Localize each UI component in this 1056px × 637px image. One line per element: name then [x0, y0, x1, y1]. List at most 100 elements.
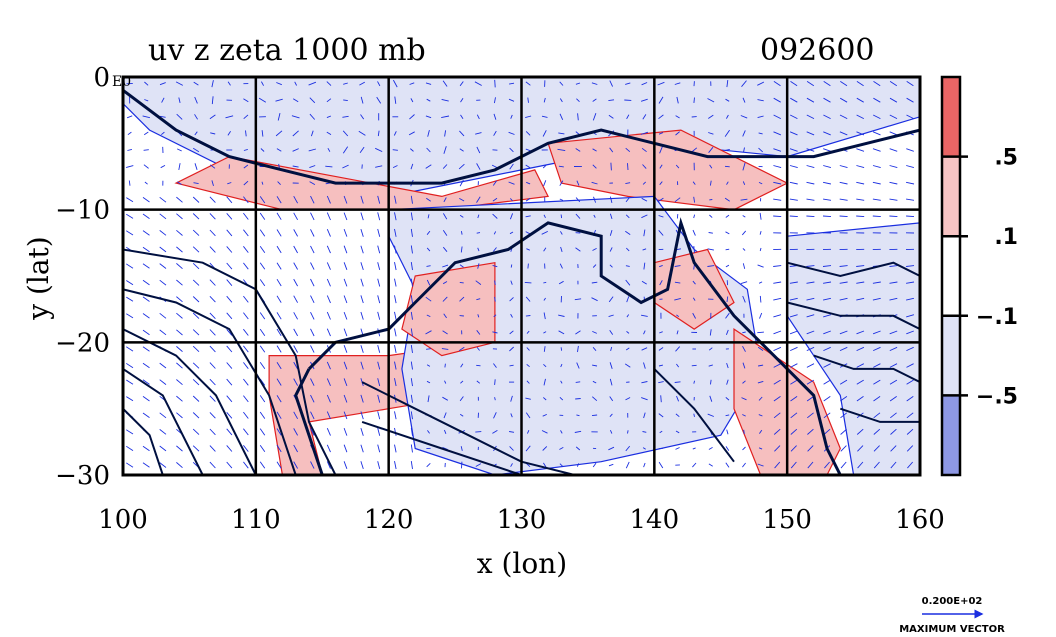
wind-vector	[376, 96, 382, 104]
wind-vector	[360, 361, 364, 370]
wind-vector	[243, 180, 249, 186]
wind-vector	[609, 413, 613, 417]
wind-vector	[508, 181, 515, 185]
wind-vector	[309, 165, 316, 169]
wind-vector	[790, 97, 798, 103]
wind-vector	[360, 394, 364, 403]
wind-vector	[724, 129, 730, 137]
wind-vector	[560, 380, 563, 384]
wind-vector	[360, 461, 364, 470]
x-tick-label: 100	[98, 505, 148, 535]
wind-vector	[889, 330, 898, 335]
wind-vector	[144, 181, 148, 185]
wind-vector	[142, 462, 150, 468]
wind-vector	[159, 445, 167, 452]
wind-vector	[492, 197, 498, 202]
x-tick-label: 140	[630, 505, 680, 535]
wind-vector	[576, 463, 580, 467]
wind-vector	[128, 180, 131, 186]
wind-vector	[326, 229, 331, 237]
wind-vector	[643, 462, 646, 468]
wind-vector	[823, 131, 831, 136]
wind-vector	[176, 329, 183, 336]
wind-vector	[692, 447, 696, 450]
wind-vector	[708, 447, 713, 450]
wind-vector	[410, 98, 414, 103]
wind-vector	[293, 378, 298, 386]
wind-vector	[443, 313, 447, 319]
wind-vector	[326, 278, 331, 287]
wind-vector	[873, 445, 880, 452]
wind-vector	[774, 461, 781, 469]
wind-vector	[759, 429, 763, 434]
wind-vector	[543, 297, 546, 301]
wind-vector	[889, 114, 898, 120]
wind-vector	[176, 113, 183, 120]
wind-vector	[525, 81, 531, 86]
wind-vector	[823, 97, 831, 103]
wind-vector	[394, 311, 397, 320]
contour-isobar-2	[123, 288, 297, 475]
wind-vector	[593, 196, 597, 203]
wind-vector	[658, 132, 664, 135]
wind-vector	[822, 297, 832, 301]
wind-vector	[492, 213, 498, 219]
wind-vector	[872, 165, 881, 169]
wind-vector	[510, 264, 513, 268]
wind-vector	[839, 198, 848, 201]
wind-vector	[194, 163, 198, 170]
wind-vector	[806, 363, 815, 368]
wind-vector	[608, 99, 615, 102]
wind-vector	[790, 428, 798, 435]
wind-vector	[674, 82, 681, 85]
wind-vector	[459, 130, 465, 137]
wind-vector	[360, 114, 365, 120]
wind-vector	[343, 361, 348, 370]
colorbar-swatch	[942, 395, 960, 475]
wind-vector	[641, 280, 647, 285]
wind-vector	[309, 113, 316, 120]
contour-isobar-4	[123, 368, 204, 475]
wind-vector	[710, 379, 712, 385]
wind-vector	[510, 280, 513, 285]
wind-vector	[493, 130, 497, 136]
wind-vector	[443, 197, 447, 203]
wind-vector	[509, 213, 514, 220]
wind-vector	[276, 345, 282, 353]
wind-vector	[542, 413, 547, 417]
wind-vector	[508, 131, 515, 135]
wind-vector	[806, 81, 815, 87]
wind-vector	[890, 428, 897, 435]
x-tick-label: 160	[895, 505, 945, 535]
wind-vector	[742, 331, 746, 334]
wind-vector	[592, 164, 597, 169]
wind-vector	[159, 429, 167, 435]
wind-vector	[126, 379, 134, 385]
wind-vector	[806, 281, 815, 284]
wind-vector	[126, 296, 134, 302]
wind-vector	[377, 461, 381, 470]
wind-vector	[558, 132, 565, 135]
wind-vector	[676, 96, 679, 104]
wind-vector	[708, 463, 713, 467]
plot-area: E0	[112, 74, 922, 477]
wind-vector	[693, 246, 695, 253]
wind-vector	[609, 229, 613, 236]
wind-vector	[326, 131, 332, 135]
wind-vector	[759, 230, 762, 235]
y-axis-ticks: 0 −10 −20 −30	[55, 63, 110, 491]
wind-vector	[310, 461, 315, 469]
colorbar-swatch	[942, 156, 960, 237]
wind-vector	[624, 363, 631, 368]
wind-vector	[193, 81, 199, 86]
y-tick-label: 0	[93, 63, 110, 93]
wind-vector	[742, 462, 746, 468]
wind-vector	[692, 312, 696, 319]
wind-vector	[560, 430, 563, 434]
wind-vector	[442, 164, 448, 169]
wind-vector	[693, 196, 696, 203]
wind-vector	[209, 295, 216, 303]
wind-vector	[410, 461, 413, 470]
wind-vector	[475, 132, 482, 135]
wind-vector	[742, 380, 746, 384]
